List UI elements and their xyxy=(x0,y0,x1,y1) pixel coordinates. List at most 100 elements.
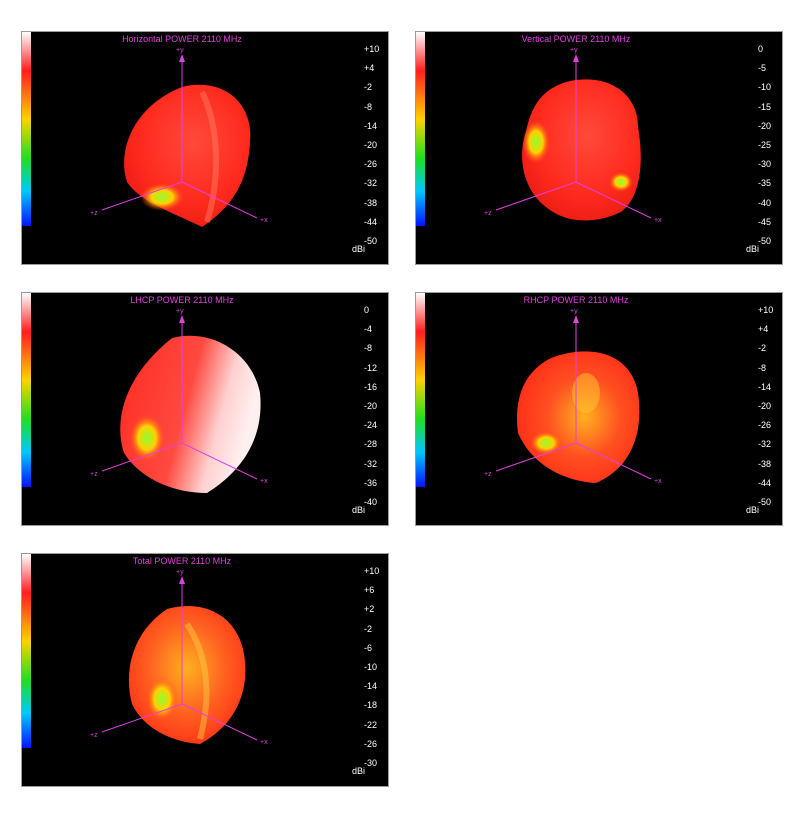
colorbar-tick-label: -20 xyxy=(758,401,772,411)
colorbar-tick-label: -32 xyxy=(364,178,378,189)
x-axis xyxy=(575,181,652,219)
colorbar-tick-label: 0 xyxy=(758,44,764,54)
radiation-pattern-surface xyxy=(516,351,640,483)
colorbar-tick-label: -50 xyxy=(758,497,772,507)
panel-title: RHCP POWER 2110 MHz xyxy=(523,295,629,305)
z-axis xyxy=(101,703,183,733)
x-axis-label: +x xyxy=(260,478,268,485)
x-axis-label: +x xyxy=(260,217,268,224)
colorbar xyxy=(22,293,31,487)
colorbar-tick-label: 0 xyxy=(364,305,370,315)
colorbar-tick-label: -40 xyxy=(758,197,772,208)
panel-title: LHCP POWER 2110 MHz xyxy=(130,295,234,305)
colorbar xyxy=(22,554,31,748)
x-axis xyxy=(575,442,652,480)
colorbar-tick-label: -2 xyxy=(364,82,373,93)
colorbar-tick-label: -8 xyxy=(364,101,373,112)
rhcp-power-panel: +y +z +x RHCP POWER 2110 MHz dBi +10 +4 -2… xyxy=(415,292,783,526)
colorbar-tick-label: -20 xyxy=(758,120,772,131)
colorbar-tick-label: -38 xyxy=(364,197,378,208)
pattern-plot: +y +z +x xyxy=(484,47,662,224)
colorbar-tick-label: -28 xyxy=(364,439,378,450)
colorbar-tick-label: -4 xyxy=(364,324,373,335)
y-axis-label: +y xyxy=(176,569,184,576)
z-axis-label: +z xyxy=(90,210,98,217)
z-axis xyxy=(495,181,577,211)
low-gain-region xyxy=(140,183,184,211)
colorbar-tick-label: +2 xyxy=(364,604,375,615)
panel-title: Total POWER 2110 MHz xyxy=(132,556,232,566)
z-axis xyxy=(101,181,183,211)
y-axis-label: +y xyxy=(176,308,184,315)
pattern-plot: +y +z +x xyxy=(90,47,268,227)
pattern-plot: +y +z +x xyxy=(90,308,268,493)
colorbar-tick-label: -45 xyxy=(758,216,772,227)
colorbar-tick-label: -50 xyxy=(364,236,378,246)
low-gain-region xyxy=(146,677,178,721)
vertical-power-panel: +y +z +x Vertical POWER 2110 MHz dBi 0 -5… xyxy=(415,31,783,265)
colorbar-tick-label: -20 xyxy=(364,401,378,411)
colorbar-tick-label: -15 xyxy=(758,101,772,112)
colorbar-tick-label: -30 xyxy=(364,758,378,768)
colorbar-tick-label: -14 xyxy=(364,681,378,692)
panel-title: Vertical POWER 2110 MHz xyxy=(521,34,631,44)
low-gain-region xyxy=(129,414,165,462)
colorbar-tick-label: +10 xyxy=(758,305,774,315)
colorbar-tick-label: -20 xyxy=(364,140,378,150)
colorbar-tick-label: -44 xyxy=(364,216,378,227)
low-gain-region xyxy=(522,120,550,164)
colorbar-unit: dBi xyxy=(746,244,760,254)
x-axis-label: +x xyxy=(260,739,268,746)
colorbar-unit: dBi xyxy=(352,505,366,515)
colorbar-tick-label: -32 xyxy=(758,439,772,450)
colorbar-tick-label: -10 xyxy=(758,82,772,93)
colorbar-tick-label: -24 xyxy=(364,420,378,431)
colorbar-tick-label: -32 xyxy=(364,458,378,469)
z-axis xyxy=(495,442,577,472)
low-gain-region xyxy=(530,431,562,455)
colorbar-tick-label: +4 xyxy=(758,324,769,335)
colorbar-tick-label: -25 xyxy=(758,140,772,150)
pattern-plot: +y +z +x xyxy=(484,308,662,485)
colorbar-unit: dBi xyxy=(352,244,366,254)
colorbar-tick-label: -8 xyxy=(364,343,373,354)
colorbar-unit: dBi xyxy=(352,766,366,776)
colorbar-tick-label: -6 xyxy=(364,642,373,653)
colorbar xyxy=(22,32,31,226)
colorbar-tick-label: -38 xyxy=(758,458,772,469)
lhcp-power-panel: +y +z +x LHCP POWER 2110 MHz dBi 0 -4 -8 -1… xyxy=(21,292,389,526)
colorbar-tick-label: -2 xyxy=(758,343,767,354)
colorbar-unit: dBi xyxy=(746,505,760,515)
colorbar-tick-label: -2 xyxy=(364,623,373,634)
colorbar-tick-label: -14 xyxy=(364,120,378,131)
z-axis-label: +z xyxy=(484,210,492,217)
x-axis xyxy=(181,442,258,480)
z-axis-label: +z xyxy=(90,732,98,739)
z-axis-label: +z xyxy=(90,471,98,478)
colorbar-tick-label: -5 xyxy=(758,63,767,74)
colorbar xyxy=(416,293,425,487)
colorbar-tick-label: -22 xyxy=(364,719,378,730)
colorbar-tick-label: +6 xyxy=(364,585,375,596)
colorbar-tick-label: -16 xyxy=(364,381,378,392)
x-axis xyxy=(181,703,258,741)
colorbar-tick-label: -36 xyxy=(364,477,378,488)
colorbar-tick-label: -30 xyxy=(758,159,772,170)
x-axis xyxy=(181,181,258,219)
colorbar-tick-label: -10 xyxy=(364,662,378,672)
colorbar-tick-label: -8 xyxy=(758,362,767,373)
colorbar-tick-label: -18 xyxy=(364,700,378,711)
total-power-panel: +y +z +x Total POWER 2110 MHz dBi +10 +6 +… xyxy=(21,553,389,787)
colorbar-tick-label: -44 xyxy=(758,477,772,488)
colorbar-tick-label: -26 xyxy=(364,159,378,170)
colorbar-tick-label: +10 xyxy=(364,44,380,54)
colorbar-tick-label: -40 xyxy=(364,497,378,507)
y-axis-label: +y xyxy=(570,308,578,315)
colorbar-tick-label: -14 xyxy=(758,381,772,392)
colorbar-tick-label: -35 xyxy=(758,178,772,189)
colorbar-tick-label: +10 xyxy=(364,566,380,576)
pattern-plot: +y +z +x xyxy=(90,569,268,746)
colorbar-tick-label: -50 xyxy=(758,236,772,246)
colorbar xyxy=(416,32,425,226)
y-axis-label: +y xyxy=(570,47,578,54)
